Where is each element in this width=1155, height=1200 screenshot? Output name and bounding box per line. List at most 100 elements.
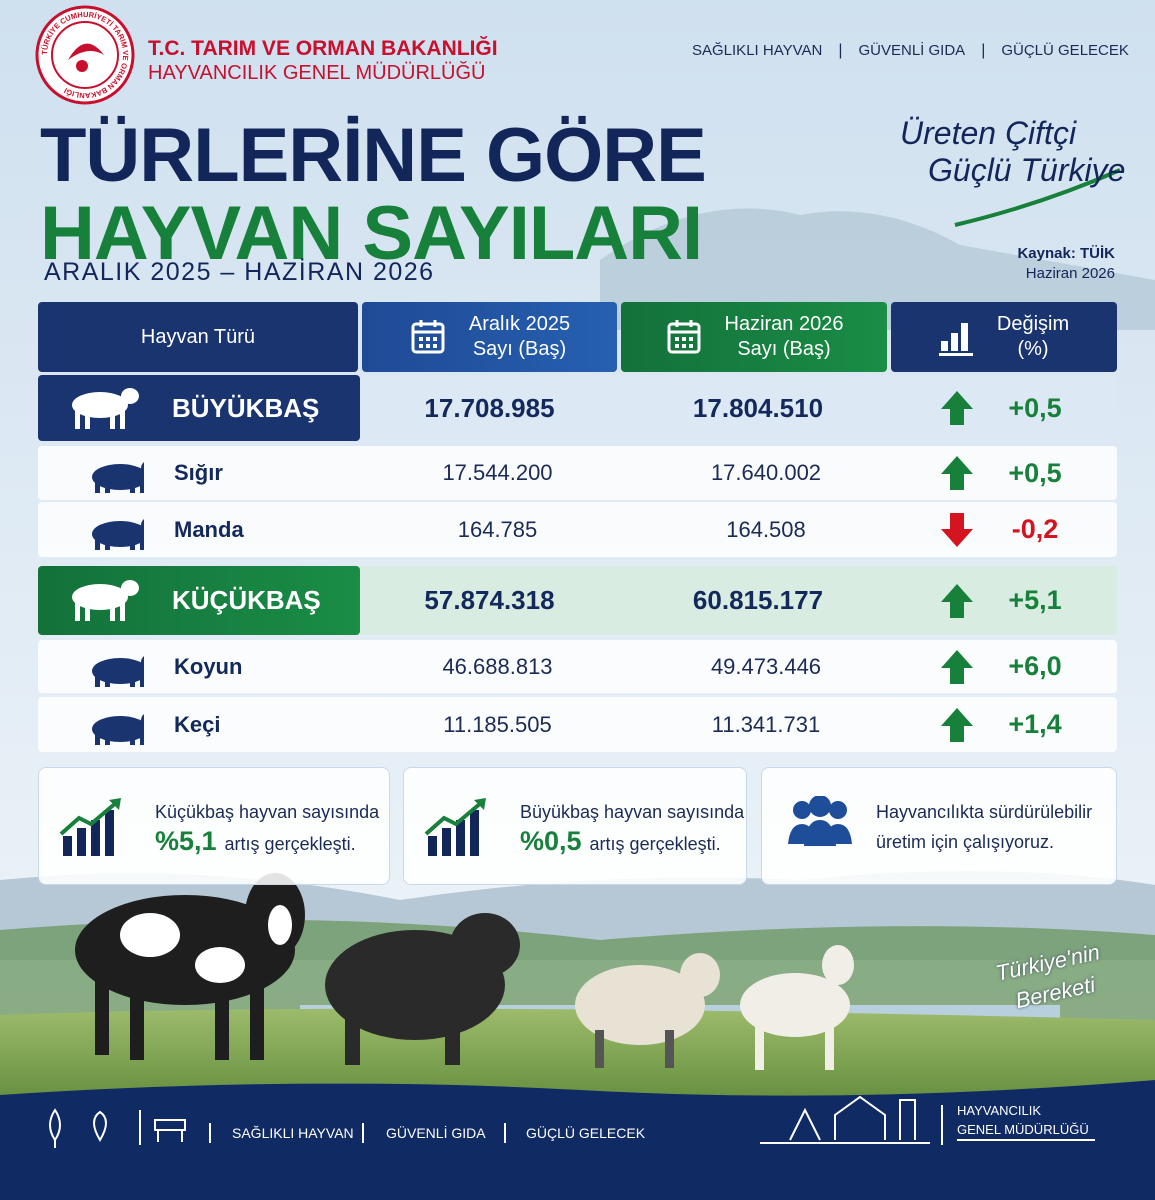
arrow-up — [941, 707, 973, 742]
card-line2: artış gerçekleşti. — [224, 834, 356, 854]
arrow-up — [941, 583, 973, 618]
nav-item: GÜÇLÜ GELECEK — [1001, 42, 1129, 59]
nav-item: GÜVENLİ GIDA — [858, 42, 966, 59]
footer-org-line1: HAYVANCILIK — [957, 1103, 1042, 1118]
header-line: Değişim — [996, 313, 1070, 335]
card-highlight: %5,1 — [155, 826, 217, 856]
sheep — [575, 953, 720, 1068]
name-cell: BÜYÜKBAŞ — [38, 375, 360, 441]
count-jun: 164.508 — [726, 516, 806, 542]
arrow-down — [941, 512, 973, 547]
footer-org-line2: GENEL MÜDÜRLÜĞÜ — [957, 1122, 1089, 1137]
count-dec: 46.688.813 — [442, 653, 553, 679]
header-text: Aralık 2025 Sayı (Baş) — [469, 312, 570, 362]
animal-name: Manda — [174, 516, 244, 542]
animal-name: KÜÇÜKBAŞ — [172, 585, 321, 615]
count-jun: 60.815.177 — [692, 585, 824, 615]
card-line2: artış gerçekleşti. — [589, 834, 721, 854]
card-line2: üretim için çalışıyoruz. — [876, 832, 1055, 852]
cow-patches — [120, 905, 292, 983]
header-cell: Değişim (%) — [891, 302, 1117, 372]
header-line: Sayı (Baş) — [472, 338, 567, 360]
card-line2-row: %5,1 artış gerçekleşti. — [155, 826, 356, 857]
footer-band — [0, 1080, 1155, 1200]
animal-icon — [92, 655, 144, 687]
animal-icon — [92, 462, 144, 493]
header-line: (%) — [1017, 338, 1049, 360]
growth-icon — [424, 798, 486, 856]
info-card: Hayvancılıkta sürdürülebilir üretim için … — [761, 767, 1117, 885]
animal-name: BÜYÜKBAŞ — [172, 392, 320, 423]
count-jun: 49.473.446 — [710, 653, 822, 679]
animal-icon — [92, 518, 144, 550]
count-jun: 11.341.731 — [711, 711, 821, 737]
change: +0,5 — [1008, 457, 1062, 488]
count-dec: 17.544.200 — [442, 460, 553, 485]
name-cell: Sığır — [38, 446, 358, 500]
nav-item: SAĞLIKLI HAYVAN — [692, 42, 823, 59]
header-line: Aralık 2025 — [468, 313, 571, 335]
title-line1: TÜRLERİNE GÖRE — [40, 113, 707, 198]
animal-icon — [92, 713, 144, 745]
animal-name: Koyun — [174, 653, 243, 679]
title-line2: HAYVAN SAYILARI — [40, 191, 703, 276]
count-jun: 17.804.510 — [692, 392, 824, 423]
source-date: Haziran 2026 — [1025, 265, 1115, 282]
card-line2-row: %0,5 artış gerçekleşti. — [520, 826, 721, 857]
period: ARALIK 2025 – HAZİRAN 2026 — [44, 258, 435, 286]
chart-icon — [938, 323, 973, 356]
card-highlight: %0,5 — [520, 826, 582, 856]
animal-name: Keçi — [174, 711, 221, 737]
source-label: Kaynak: TÜİK — [1017, 245, 1115, 262]
header-cell: Aralık 2025 Sayı (Baş) — [362, 302, 617, 372]
top-nav: SAĞLIKLI HAYVAN | GÜVENLİ GIDA | GÜÇLÜ GELEC… — [692, 42, 1129, 60]
animal-icon — [72, 580, 139, 621]
change: +5,1 — [1008, 585, 1062, 615]
info-card: Büyükbaş hayvan sayısında %0,5 artış gerçe… — [403, 767, 747, 885]
count-dec: 164.785 — [457, 516, 538, 542]
buffalo — [325, 913, 520, 1065]
header-line: Hayvan Türü — [140, 325, 256, 348]
row-background — [38, 502, 1117, 557]
mountain — [600, 208, 1155, 330]
change: +6,0 — [1008, 651, 1062, 681]
arrow-up — [941, 456, 973, 490]
slogan-swoosh — [954, 168, 1121, 227]
change: +0,5 — [1008, 392, 1062, 423]
calendar-icon — [411, 320, 445, 354]
count-dec: 11.185.505 — [443, 711, 552, 737]
goat — [740, 945, 854, 1070]
arrow-up — [941, 649, 973, 684]
change: -0,2 — [1011, 514, 1059, 544]
name-cell: Keçi — [38, 697, 358, 752]
department: HAYVANCILIK GENEL MÜDÜRLÜĞÜ — [148, 62, 486, 84]
name-cell: Koyun — [38, 640, 358, 693]
slogan-line2: Güçlü Türkiye — [928, 152, 1126, 188]
info-card: Küçükbaş hayvan sayısında %5,1 artış gerçe… — [38, 767, 390, 885]
count-jun: 17.640.002 — [710, 460, 822, 485]
footer-nav-item: GÜVENLİ GIDA — [386, 1125, 486, 1141]
header-line: Haziran 2026 — [724, 313, 844, 335]
header-line: Sayı (Baş) — [737, 338, 831, 360]
nav-separator: | — [838, 42, 843, 59]
header-text: Haziran 2026 Sayı (Baş) — [725, 312, 844, 362]
name-cell: Manda — [38, 502, 358, 557]
count-dec: 57.874.318 — [424, 585, 555, 615]
footer-nav-item: GÜÇLÜ GELECEK — [526, 1125, 646, 1141]
ministry: T.C. TARIM VE ORMAN BAKANLIĞI — [148, 37, 498, 60]
growth-icon — [59, 798, 121, 856]
calendar-icon — [667, 320, 701, 354]
header-cell: Hayvan Türü — [38, 302, 358, 372]
change: +1,4 — [1008, 709, 1062, 739]
arrow-up — [941, 391, 973, 425]
people-icon — [788, 796, 852, 846]
animal-name: Sığır — [174, 460, 223, 485]
nav-separator: | — [981, 42, 986, 59]
row-background — [38, 446, 1117, 500]
card-line1: Küçükbaş hayvan sayısında — [155, 802, 380, 822]
row-background — [38, 640, 1117, 693]
card-line1: Hayvancılıkta sürdürülebilir — [876, 802, 1093, 822]
header-text: Değişim (%) — [997, 312, 1069, 362]
